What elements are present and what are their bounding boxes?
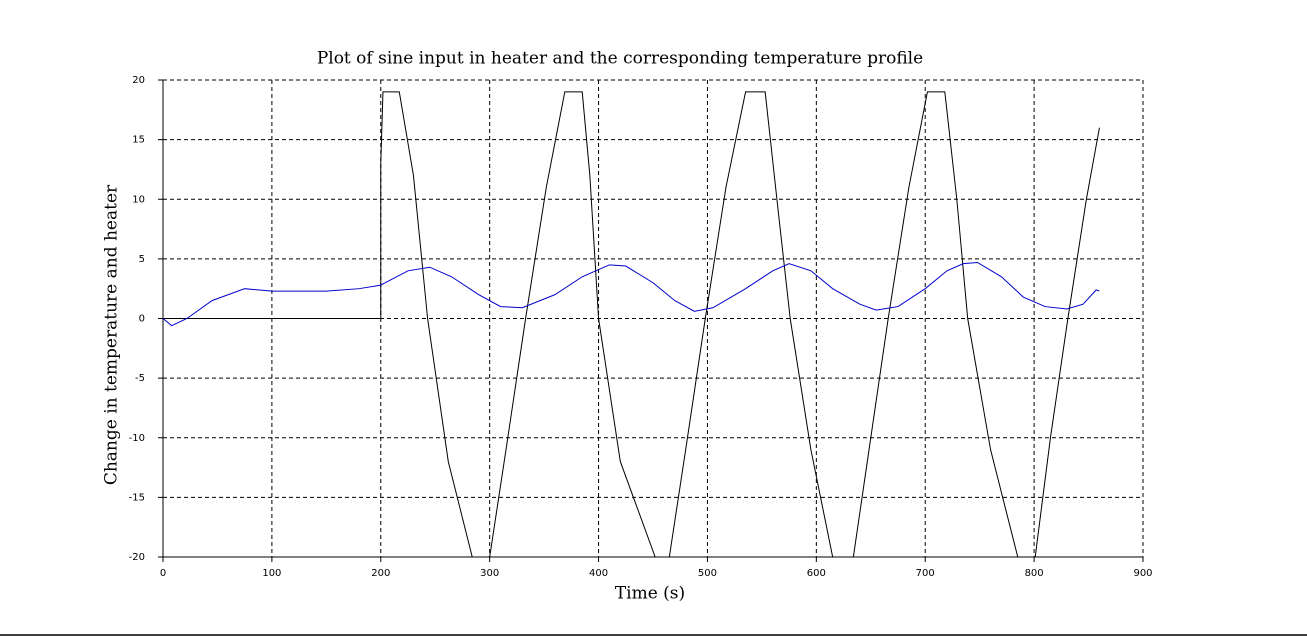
x-tick-label: 800 bbox=[1025, 568, 1044, 579]
x-tick-label: 900 bbox=[1133, 568, 1152, 579]
x-tick-label: 400 bbox=[589, 568, 608, 579]
y-tick-label: -10 bbox=[129, 433, 145, 444]
x-tick-label: 200 bbox=[371, 568, 390, 579]
x-tick-label: 100 bbox=[262, 568, 281, 579]
plot-area: 0 100 200 300 400 500 600 700 800 900 -20 -15 -10 -5 0… bbox=[129, 75, 1153, 579]
y-tick-label: 0 bbox=[139, 314, 145, 325]
y-tick-label: 5 bbox=[139, 254, 145, 265]
x-tick-label: 700 bbox=[916, 568, 935, 579]
y-tick-label: 20 bbox=[132, 75, 145, 86]
y-tick-label: -20 bbox=[129, 552, 145, 563]
x-tick-label: 500 bbox=[698, 568, 717, 579]
data-line bbox=[163, 91, 1100, 557]
chart-title: Plot of sine input in heater and the cor… bbox=[317, 49, 923, 69]
data-line bbox=[163, 261, 1100, 327]
x-tick-label: 600 bbox=[807, 568, 826, 579]
y-tick-label: 15 bbox=[132, 135, 145, 146]
y-tick-label: -15 bbox=[129, 492, 145, 503]
x-axis-label: Time (s) bbox=[615, 584, 685, 604]
x-tick-label: 0 bbox=[160, 568, 166, 579]
y-axis-label: Change in temperature and heater bbox=[102, 184, 122, 485]
x-tick-label: 300 bbox=[480, 568, 499, 579]
y-tick-label: 10 bbox=[132, 194, 145, 205]
y-tick-label: -5 bbox=[135, 373, 145, 384]
